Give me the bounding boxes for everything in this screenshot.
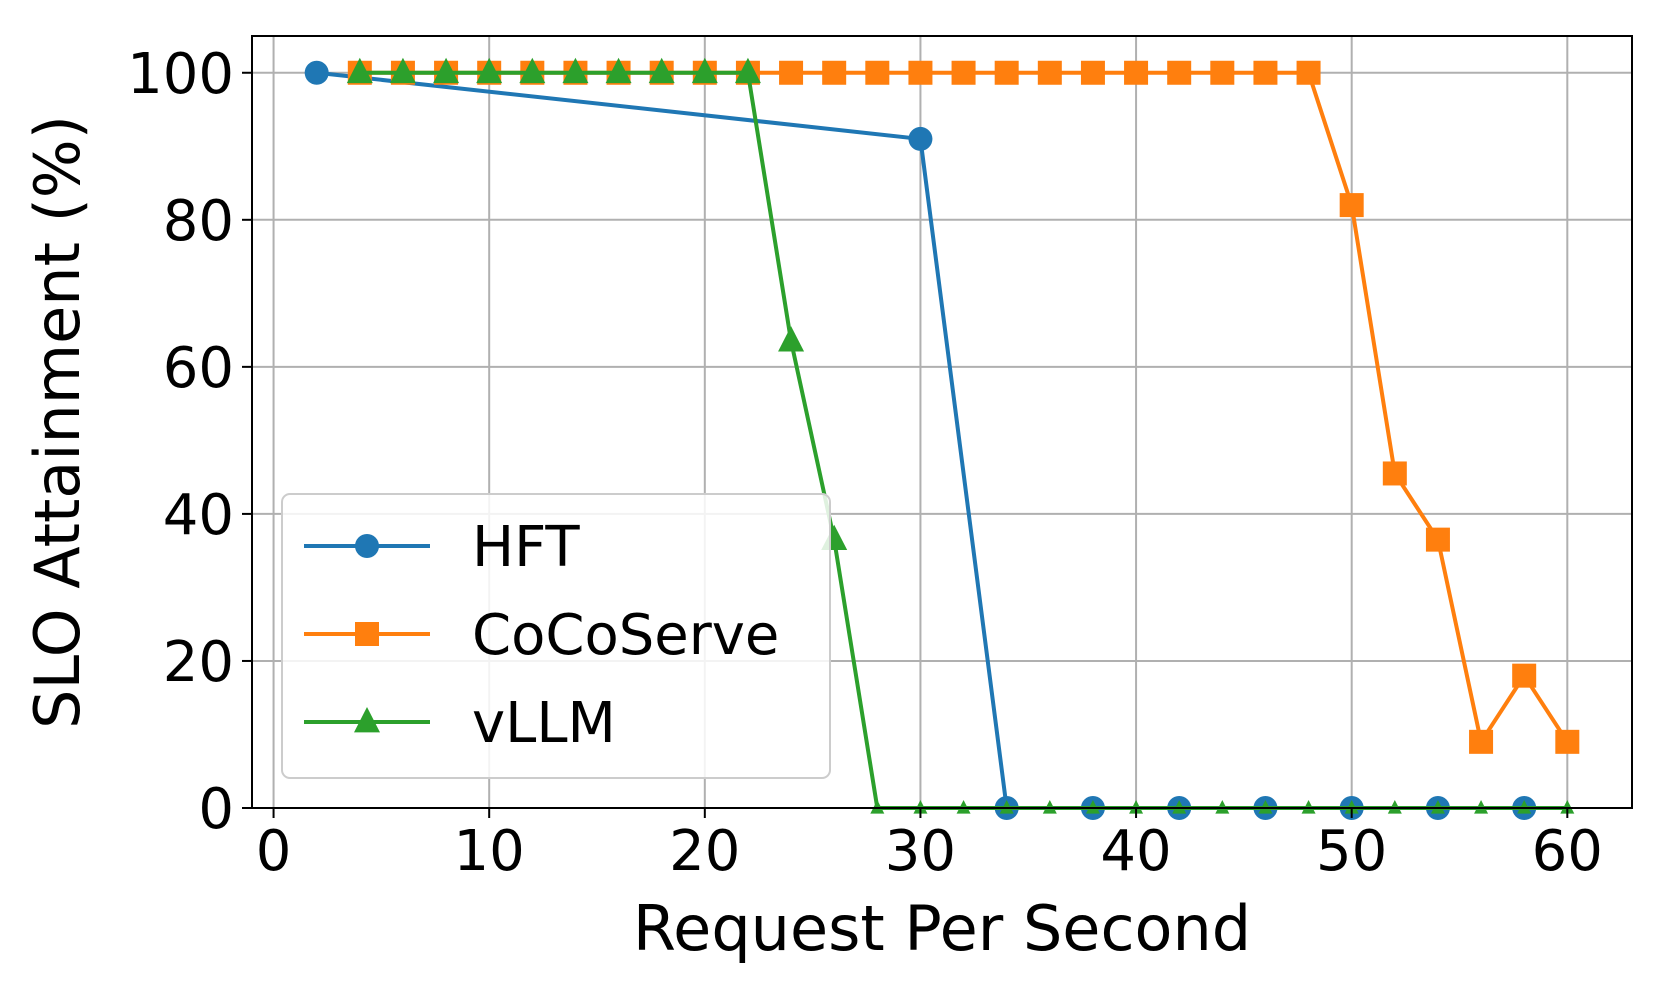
data-point [908, 126, 933, 151]
x-tick-label: 30 [885, 819, 956, 884]
data-point [519, 57, 546, 84]
data-point [1215, 799, 1230, 814]
data-point [1512, 663, 1537, 688]
plot-area-frame [251, 35, 1633, 809]
legend-item-cocoserve: CoCoServe [304, 603, 779, 668]
y-tick-label: 20 [163, 630, 234, 695]
y-tick-label: 60 [163, 336, 234, 401]
y-tick-label: 100 [127, 42, 234, 107]
y-tick-label: 40 [163, 483, 234, 548]
data-point [908, 60, 933, 85]
data-point [562, 57, 589, 84]
data-point [870, 799, 885, 814]
data-point [951, 60, 976, 85]
data-point [1430, 799, 1445, 814]
legend-marker [355, 534, 379, 558]
data-point [778, 326, 805, 352]
data-point [1301, 799, 1316, 814]
data-point [346, 57, 373, 84]
data-point [913, 799, 928, 814]
x-tick-label: 60 [1532, 819, 1603, 884]
data-point [1387, 799, 1402, 814]
legend-item-vllm: vLLM [304, 691, 616, 756]
data-point [1382, 461, 1407, 486]
y-axis-label: SLO Attainment (%) [21, 115, 94, 729]
data-point [1555, 729, 1580, 754]
legend-label: vLLM [472, 691, 616, 756]
legend: HFT CoCoServe vLLM [281, 493, 831, 779]
data-point [1258, 799, 1273, 814]
x-axis-label: Request Per Second [633, 892, 1251, 965]
data-point [779, 60, 804, 85]
data-point [822, 60, 847, 85]
data-point [1124, 60, 1149, 85]
data-point [389, 57, 416, 84]
data-point [1344, 799, 1359, 814]
data-point [476, 57, 503, 84]
data-point [1167, 60, 1192, 85]
data-point [304, 60, 329, 85]
data-point [1560, 799, 1575, 814]
data-point [1517, 799, 1532, 814]
data-point [1296, 60, 1321, 85]
data-point [1210, 60, 1235, 85]
data-point [1469, 729, 1494, 754]
data-point [433, 57, 460, 84]
legend-marker [355, 622, 379, 646]
y-tick-label: 80 [163, 189, 234, 254]
data-point [865, 60, 890, 85]
data-point [1172, 799, 1187, 814]
x-tick-label: 20 [669, 819, 740, 884]
data-point [691, 57, 718, 84]
x-tick-label: 40 [1100, 819, 1171, 884]
legend-box [281, 493, 831, 779]
data-point [1037, 60, 1062, 85]
legend-item-hft: HFT [304, 515, 580, 580]
legend-label: CoCoServe [472, 603, 779, 668]
x-tick-label: 50 [1316, 819, 1387, 884]
data-point [1339, 193, 1364, 218]
legend-label: HFT [472, 515, 580, 580]
data-point [999, 799, 1014, 814]
data-point [605, 57, 632, 84]
y-tick-label: 0 [198, 777, 234, 842]
axis-ticks: 0 10 20 30 40 50 60 0 20 40 60 80 100 [127, 42, 1603, 884]
data-point [994, 60, 1019, 85]
x-tick-label: 0 [256, 819, 292, 884]
legend-marker [354, 707, 380, 733]
data-point [648, 57, 675, 84]
data-point [1042, 799, 1057, 814]
data-point [734, 57, 761, 84]
data-point [956, 799, 971, 814]
data-point [1080, 60, 1105, 85]
data-point [1085, 799, 1100, 814]
data-point [1129, 799, 1144, 814]
data-point [1425, 527, 1450, 552]
data-point [1474, 799, 1489, 814]
x-tick-label: 10 [454, 819, 525, 884]
data-point [1253, 60, 1278, 85]
